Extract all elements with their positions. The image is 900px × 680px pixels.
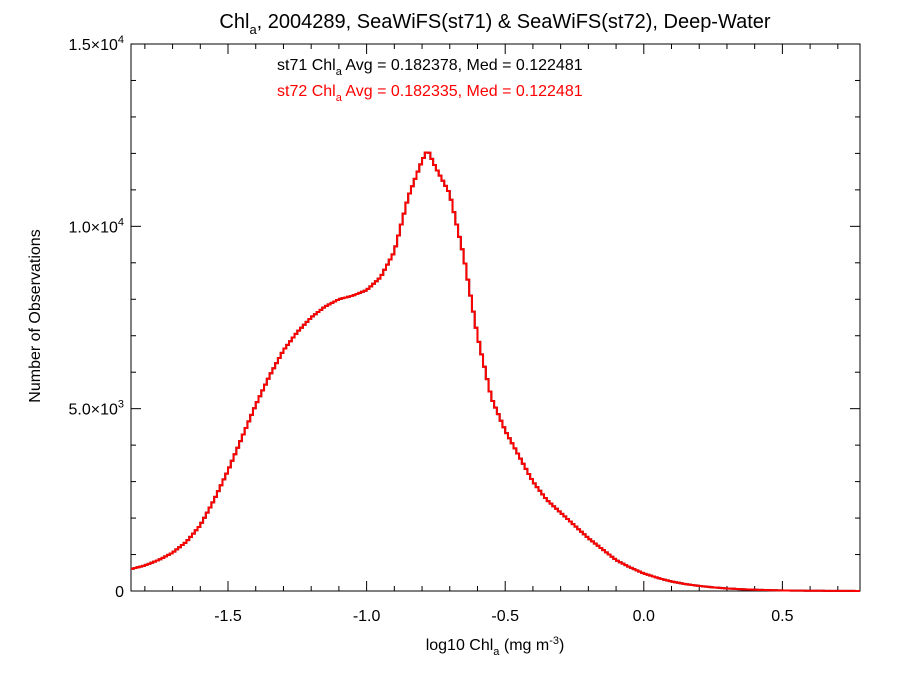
chart-title-subscript: a	[249, 22, 257, 37]
annotation-st72-sub: a	[336, 92, 343, 104]
x-axis-label: log10 Chla (mg m-3)	[426, 635, 565, 658]
y-tick-label-3: 1.5×104	[68, 34, 124, 54]
x-tick-label-2: -0.5	[491, 608, 519, 625]
chart-title: Chla, 2004289, SeaWiFS(st71) & SeaWiFS(s…	[219, 11, 770, 37]
y-tick-label-exponent-1: 3	[118, 399, 124, 411]
series-group	[131, 151, 860, 592]
x-axis-label-sup: -3	[549, 635, 559, 647]
chart-title-pre: Chl	[219, 11, 249, 33]
x-tick-label-4: 0.5	[771, 608, 793, 625]
x-axis-label-mid: (mg m	[499, 637, 549, 654]
y-tick-label-mantissa-2: 1.0×10	[68, 219, 117, 236]
y-tick-label-mantissa-3: 1.5×10	[68, 37, 117, 54]
series-line-st72	[131, 151, 860, 592]
annotation-st71-sub: a	[336, 66, 343, 78]
x-tick-label-0: -1.5	[214, 608, 242, 625]
y-tick-label-1: 5.0×103	[68, 399, 124, 419]
annotation-st72: st72 Chla Avg = 0.182335, Med = 0.122481	[277, 83, 583, 104]
y-tick-label-exponent-3: 4	[118, 34, 124, 46]
chart-title-post: , 2004289, SeaWiFS(st71) & SeaWiFS(st72)…	[257, 11, 771, 33]
x-tick-label-3: 0.0	[633, 608, 655, 625]
y-tick-label-2: 1.0×104	[68, 216, 124, 236]
x-axis-ticks	[144, 44, 839, 591]
y-tick-label-0: 0	[115, 584, 124, 601]
y-axis-ticks	[131, 43, 860, 592]
annotation-st72-pre: st72 Chl	[277, 83, 336, 100]
annotation-st71-post: Avg = 0.182378, Med = 0.122481	[342, 57, 583, 74]
x-axis-label-post: )	[559, 637, 564, 654]
x-axis-label-sub: a	[493, 646, 500, 658]
annotation-st72-post: Avg = 0.182335, Med = 0.122481	[342, 83, 583, 100]
y-tick-label-exponent-2: 4	[118, 216, 124, 228]
plot-frame	[130, 43, 861, 592]
annotation-st71: st71 Chla Avg = 0.182378, Med = 0.122481	[277, 57, 583, 78]
series-line-st71	[131, 151, 860, 592]
y-axis-label: Number of Observations	[27, 229, 44, 402]
x-axis-tick-labels: -1.5 -1.0 -0.5 0.0 0.5	[214, 608, 793, 625]
annotation-st71-pre: st71 Chl	[277, 57, 336, 74]
y-tick-label-mantissa-1: 5.0×10	[68, 402, 117, 419]
x-axis-label-pre: log10 Chl	[426, 637, 494, 654]
x-tick-label-1: -1.0	[353, 608, 381, 625]
